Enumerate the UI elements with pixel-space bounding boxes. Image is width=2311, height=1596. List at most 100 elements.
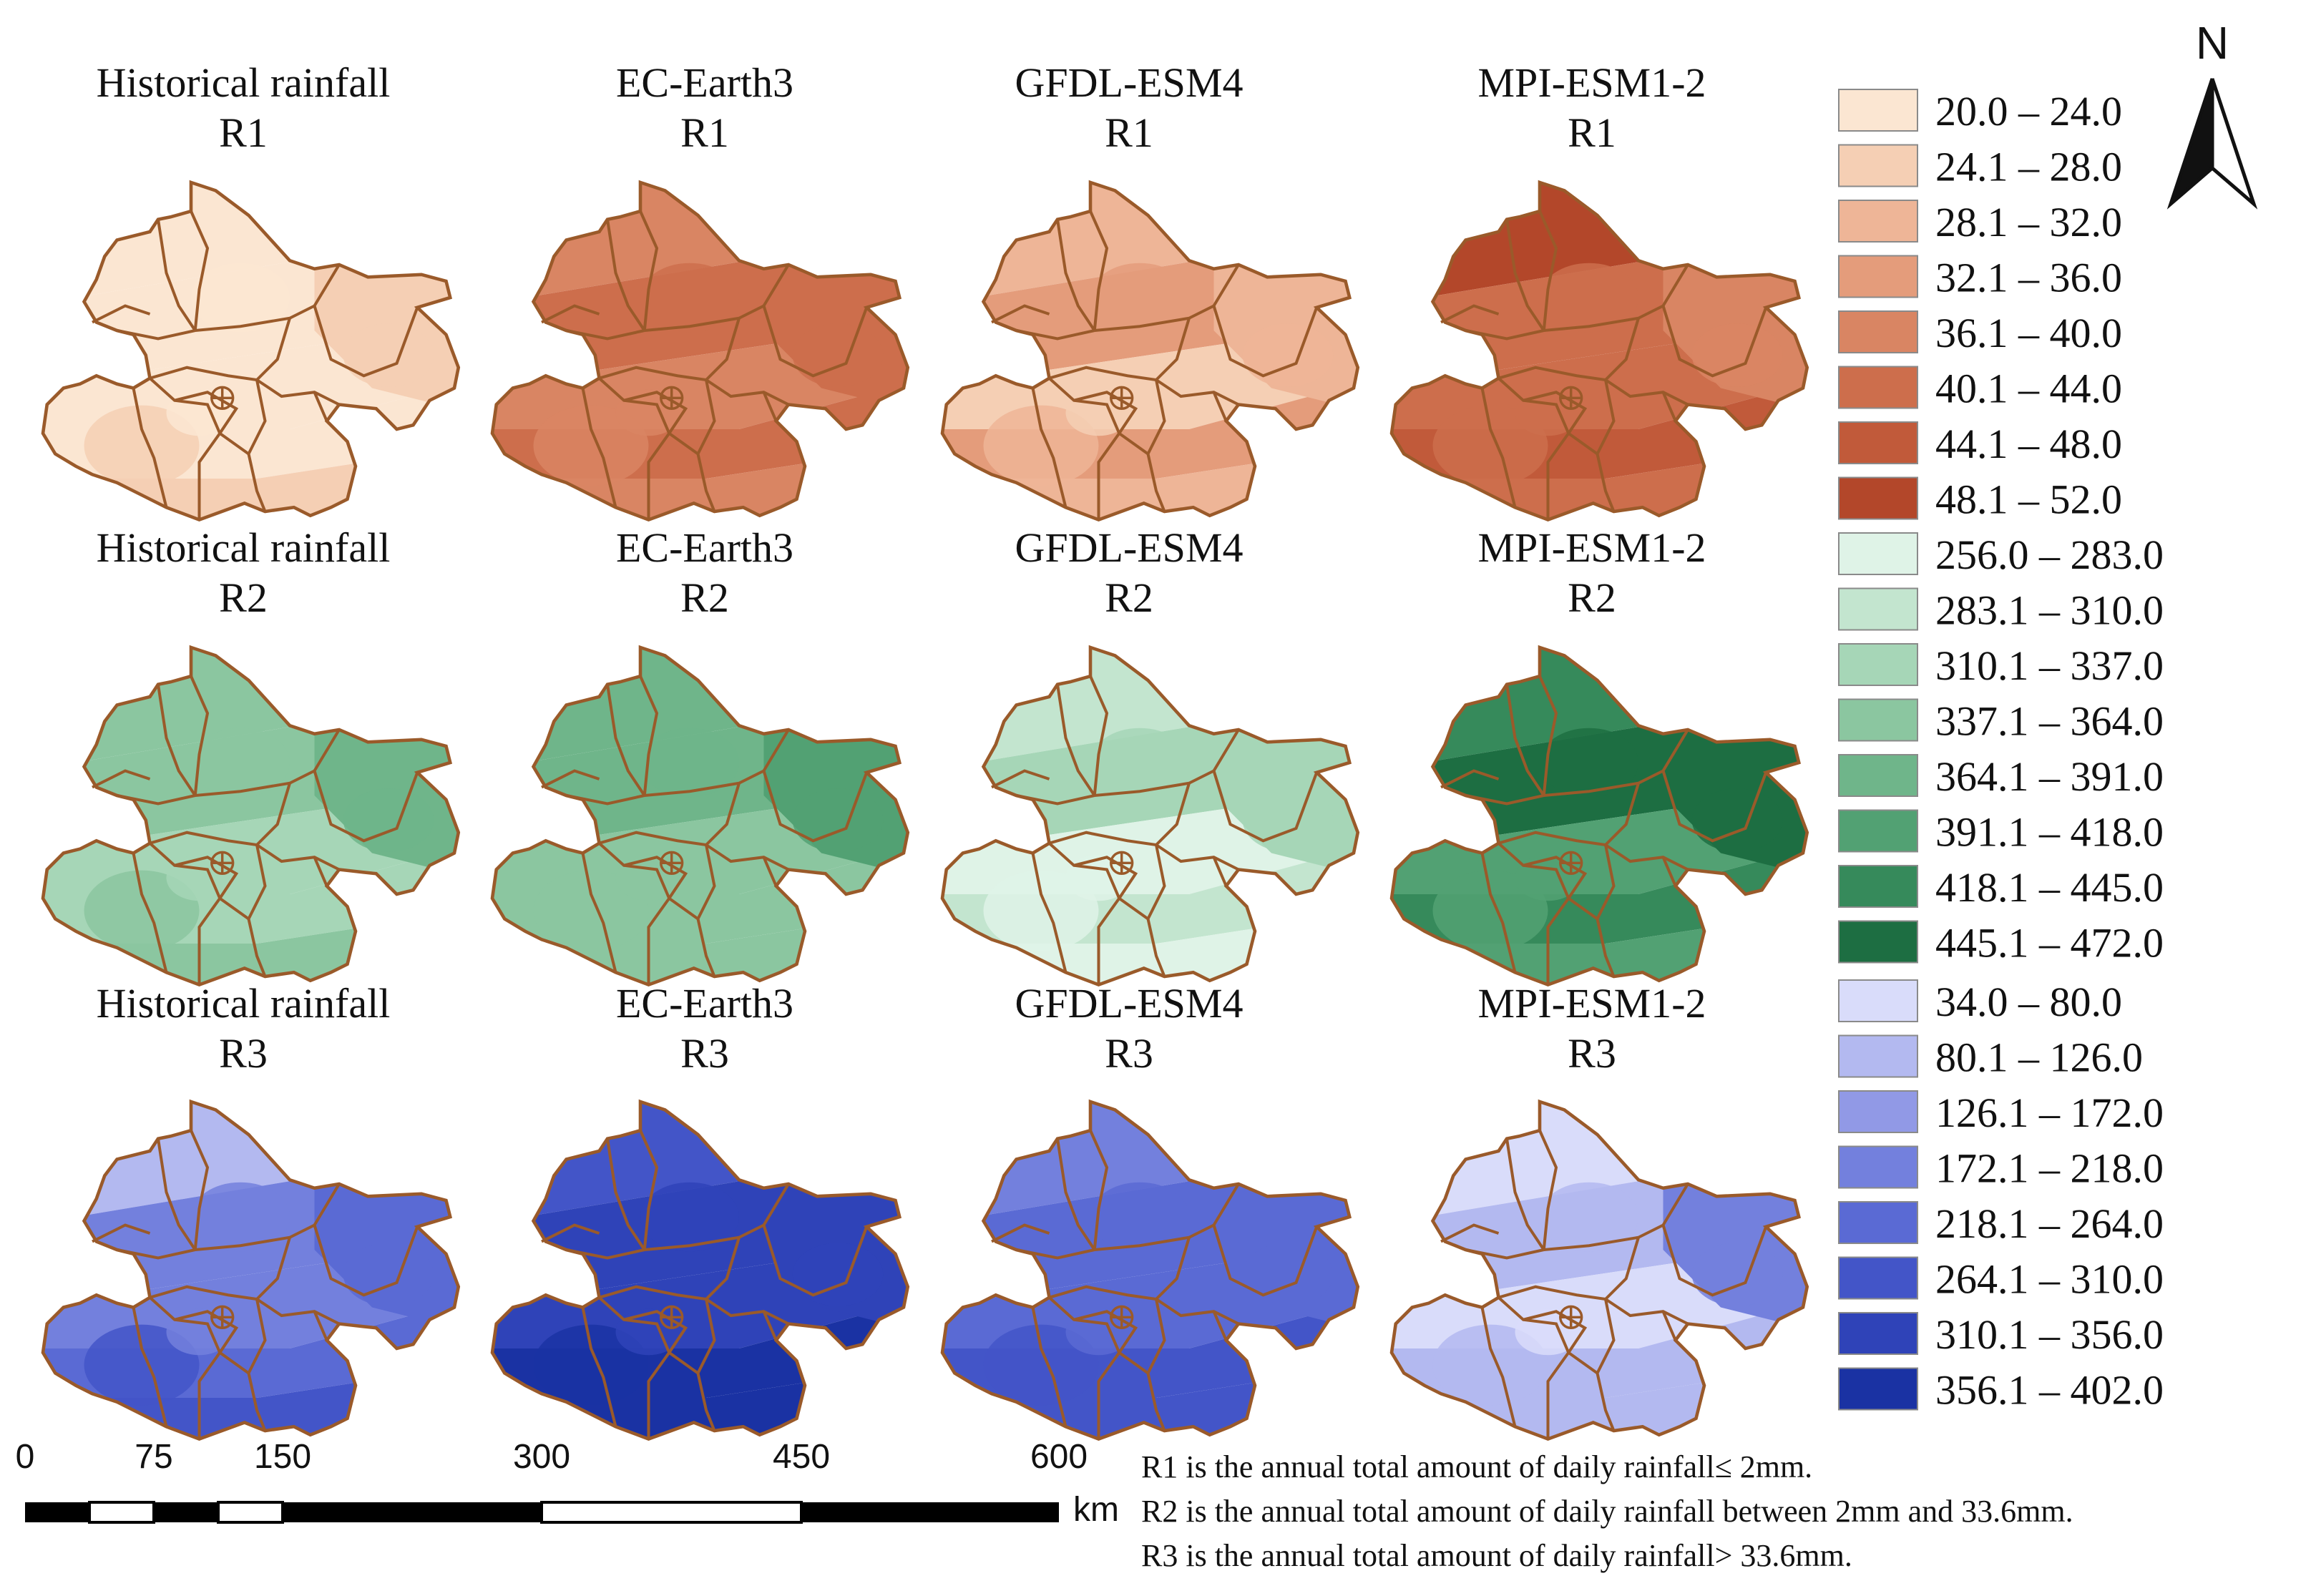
legend-label: 48.1 – 52.0 [1935,476,2122,523]
rainfall-zone [640,263,739,333]
scale-seg [801,1502,1059,1522]
district-boundary [1048,377,1121,520]
district-boundary [1604,1237,1640,1301]
district-boundary [132,1307,168,1427]
map-panel [940,645,1360,987]
district-boundary [705,1237,741,1301]
district-boundary [1604,318,1640,381]
legend-label: 24.1 – 28.0 [1935,144,2122,190]
definition-notes: R1 is the annual total amount of daily r… [1141,1449,2073,1573]
legend-label: 283.1 – 310.0 [1935,587,2164,634]
panel-index-title: R3 [680,1030,729,1077]
district-boundary [1497,842,1570,985]
district-boundary [762,391,778,422]
rainfall-zone [1540,728,1638,798]
panel-index-title: R1 [1568,109,1616,156]
district-boundary [1480,853,1517,973]
panel-index-title: R2 [1105,574,1153,621]
map-panel [41,645,461,987]
city-boundary [940,645,1360,987]
district-boundary [1056,219,1096,332]
panel-source-title: MPI-ESM1-2 [1477,524,1706,571]
scale-bar: 0 75 150 300 450 600 km [16,1438,1119,1529]
panel-source-title: GFDL-ESM4 [1015,980,1243,1027]
legend-label: 36.1 – 40.0 [1935,310,2122,356]
district-boundary [1497,1296,1570,1439]
north-label: N [2196,17,2229,69]
city-center-cross [211,1306,233,1328]
north-arrow: N [2166,17,2258,210]
city-boundary [940,180,1360,522]
rainfall-zone [1242,788,1334,852]
rainfall-zone [533,1324,649,1406]
rainfall-zone [1090,728,1189,798]
panel-index-title: R2 [219,574,268,621]
district-boundary [705,783,741,846]
rainfall-zone [1691,1243,1783,1306]
legend-label: 364.1 – 391.0 [1935,753,2164,800]
panel-source-title: Historical rainfall [97,980,391,1027]
scale-seg [154,1502,218,1522]
district-boundary [313,856,328,887]
legend-swatch [1838,979,1918,1022]
rainfall-zone [1242,1243,1334,1306]
city-center-cross [660,387,683,409]
legend-swatch [1838,1090,1918,1133]
panel-source-title: EC-Earth3 [616,59,793,106]
legend-label: 80.1 – 126.0 [1935,1034,2143,1081]
legend-swatch [1838,421,1918,464]
district-boundary [255,318,291,381]
legend-swatch [1838,532,1918,575]
legend-swatch [1838,1312,1918,1355]
district-boundary [1048,1296,1121,1439]
note-r2: R2 is the annual total amount of daily r… [1141,1494,2073,1529]
scale-tick-300: 300 [513,1438,570,1476]
rainfall-zone [1432,405,1548,486]
legend-swatch [1838,643,1918,686]
legend-label: 34.0 – 80.0 [1935,979,2122,1025]
district-boundary [1661,1311,1677,1341]
district-boundary [1661,856,1677,887]
legend-label: 356.1 – 402.0 [1935,1367,2164,1414]
scale-tick-75: 75 [135,1438,172,1476]
district-boundary [219,432,250,456]
district-boundary [1661,391,1677,422]
district-boundary [157,684,197,797]
legend-swatch [1838,476,1918,520]
city-boundary [41,1099,461,1441]
district-boundary [606,1138,646,1251]
district-boundary [1089,210,1109,331]
panel-index-title: R2 [680,574,729,621]
note-r3: R3 is the annual total amount of daily r… [1141,1538,1852,1573]
district-boundary [1031,388,1067,508]
rainfall-zone [640,1182,739,1252]
district-boundary [606,219,646,332]
district-boundary [581,1307,617,1427]
city-center-cross [211,387,233,409]
panel-index-title: R2 [1568,574,1616,621]
panel-index-title: R1 [219,109,268,156]
city-boundary [1389,180,1809,522]
rainfall-zone [1540,1182,1638,1252]
district-boundary [1505,219,1545,332]
district-boundary [991,304,1050,324]
city-center-cross [1110,852,1133,874]
district-boundary [598,377,671,520]
district-boundary [762,1224,869,1297]
legend-label: 391.1 – 418.0 [1935,809,2164,856]
district-boundary [639,675,659,796]
scale-tick-0: 0 [16,1438,35,1476]
district-boundary [190,1130,210,1250]
district-boundary [1212,1224,1319,1297]
scale-unit: km [1073,1491,1119,1529]
legend-label: 28.1 – 32.0 [1935,199,2122,245]
map-panel [490,180,910,522]
district-boundary [255,783,291,846]
legend-swatch [1838,200,1918,243]
district-boundary [132,388,168,508]
map-panel [490,1099,910,1441]
rainfall-zone [983,405,1099,486]
district-boundary [149,377,222,520]
district-boundary [991,1223,1050,1243]
panel-index-title: R3 [1105,1030,1153,1077]
